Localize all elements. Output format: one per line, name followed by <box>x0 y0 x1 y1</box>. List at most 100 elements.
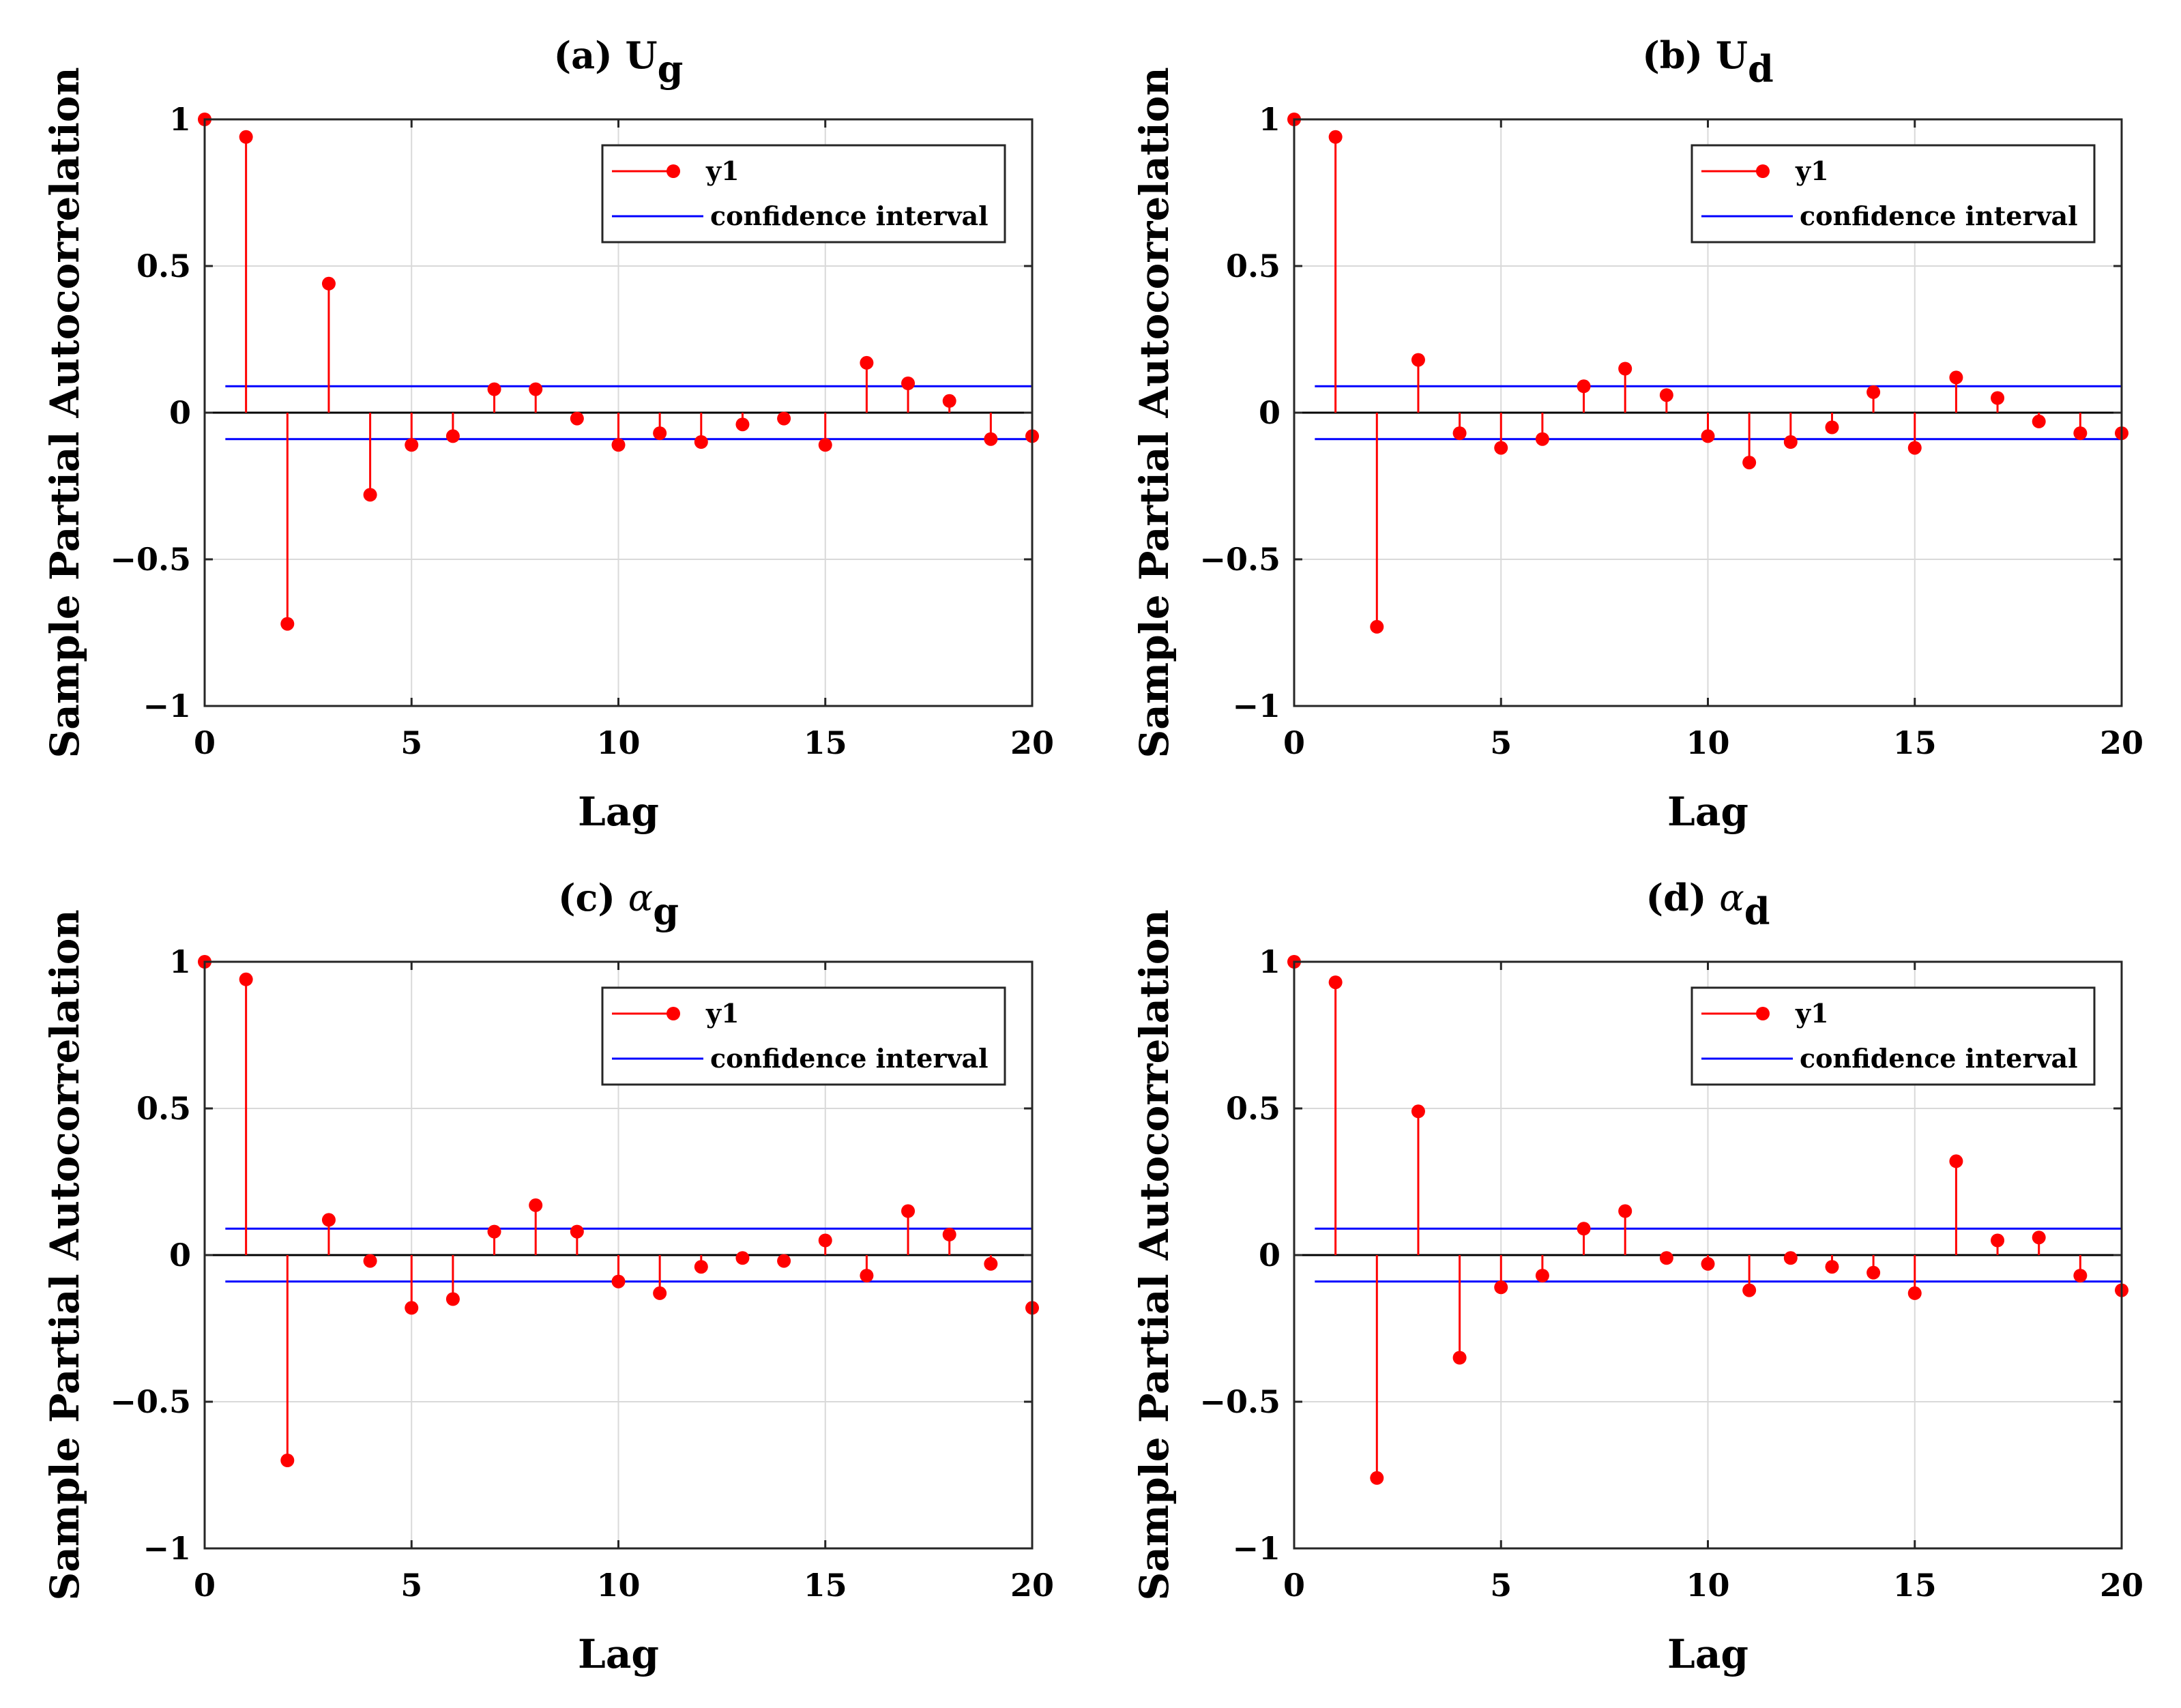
stem-marker <box>487 1224 501 1239</box>
y-tick-label: −1 <box>143 1530 191 1567</box>
stem-marker <box>1494 1280 1508 1295</box>
stem-marker <box>1370 1471 1384 1485</box>
y-axis-label: Sample Partial Autocorrelation <box>42 909 88 1600</box>
stem-marker <box>570 411 584 426</box>
x-tick-label: 10 <box>596 724 640 761</box>
x-tick-label: 0 <box>194 1567 216 1604</box>
stem-marker <box>321 1213 336 1227</box>
stem-marker <box>1825 420 1839 435</box>
stem-marker <box>239 130 253 144</box>
legend-box <box>601 144 1006 244</box>
stem-marker <box>1907 441 1922 455</box>
legend-entry-confidence: confidence interval <box>1800 1043 2078 1074</box>
y-tick-label: −0.5 <box>110 541 191 578</box>
panel-title-prefix: (c) <box>558 876 628 919</box>
x-tick-label: 0 <box>1283 1567 1305 1604</box>
stem-marker <box>1991 1233 2005 1248</box>
x-axis-label: Lag <box>578 1631 659 1677</box>
stem-marker <box>405 438 419 452</box>
legend-entry-confidence: confidence interval <box>1800 201 2078 231</box>
panel-title: (c) αg <box>558 876 679 933</box>
stem-marker <box>1618 1204 1633 1218</box>
stem-marker <box>1867 385 1881 399</box>
stem-marker <box>984 1256 998 1271</box>
stem-marker <box>445 1292 460 1306</box>
x-tick-label: 20 <box>2100 1567 2143 1604</box>
y-tick-label: −1 <box>143 688 191 724</box>
stem-marker <box>529 1198 543 1212</box>
stem-marker <box>1452 1351 1467 1365</box>
legend-stem-marker <box>667 164 680 178</box>
x-tick-label: 15 <box>804 724 847 761</box>
stem-marker <box>860 1269 874 1283</box>
stem-marker <box>529 382 543 396</box>
stem-marker <box>2032 1231 2046 1245</box>
legend-stem-marker <box>1756 164 1770 178</box>
stem-marker <box>653 1286 667 1300</box>
stem-marker <box>901 1204 916 1218</box>
stem-marker <box>1577 1222 1591 1236</box>
stem-marker <box>1742 456 1757 470</box>
legend: y1 confidence interval <box>601 144 1006 244</box>
panel-b: 0 5 10 15 20 1 0.5 0 −0.5 −1 Lag Sample Partial Aut… <box>1131 33 2143 835</box>
x-tick-label: 10 <box>596 1567 640 1604</box>
panel-title: (d) αd <box>1646 876 1770 933</box>
stem-marker <box>1577 379 1591 394</box>
panel-title-subscript: d <box>1748 47 1774 91</box>
y-tick-label: 0 <box>1259 394 1280 431</box>
stem-marker <box>2032 414 2046 428</box>
x-axis-label: Lag <box>1667 1631 1748 1677</box>
stem-marker <box>363 488 377 502</box>
legend-entry-y1: y1 <box>1795 998 1829 1029</box>
y-tick-label: 0 <box>169 1237 191 1273</box>
stem-marker <box>1991 391 2005 405</box>
stem-marker <box>1783 435 1798 449</box>
stem-marker <box>1867 1265 1881 1280</box>
stem-marker <box>1494 441 1508 455</box>
stem-marker <box>1452 426 1467 441</box>
stem-marker <box>1659 1251 1673 1265</box>
panel-title: (b) Ud <box>1642 33 1774 91</box>
legend: y1 confidence interval <box>601 986 1006 1086</box>
panel-title-subscript: g <box>658 47 684 91</box>
legend-entry-y1: y1 <box>705 998 740 1029</box>
x-tick-label: 0 <box>1283 724 1305 761</box>
stem-marker <box>611 1274 626 1289</box>
y-tick-label: 0 <box>169 394 191 431</box>
legend-box <box>601 986 1006 1086</box>
x-tick-label: 15 <box>1893 724 1937 761</box>
stem-marker <box>1370 619 1384 634</box>
x-tick-label: 15 <box>1893 1567 1937 1604</box>
y-tick-label: 0.5 <box>1226 1090 1280 1127</box>
x-tick-label: 20 <box>1010 1567 1054 1604</box>
y-axis-label: Sample Partial Autocorrelation <box>42 67 88 758</box>
stem-marker <box>1535 432 1549 446</box>
x-axis-label: Lag <box>578 789 659 835</box>
x-axis-label: Lag <box>1667 789 1748 835</box>
stem-marker <box>239 972 253 986</box>
stem-marker <box>694 1260 708 1274</box>
stem-marker <box>1701 429 1715 443</box>
panel-title-prefix: (b) <box>1642 33 1716 77</box>
x-tick-label: 5 <box>400 724 422 761</box>
stem-marker <box>363 1254 377 1268</box>
x-tick-label: 20 <box>2100 724 2143 761</box>
stem-marker <box>2073 426 2088 441</box>
stem-marker <box>735 1251 750 1265</box>
x-tick-label: 0 <box>194 724 216 761</box>
panel-a: 0 5 10 15 20 1 0.5 0 −0.5 −1 Lag Sample Partial Aut… <box>42 33 1054 835</box>
panel-title-subscript: g <box>653 889 679 933</box>
stem-marker <box>570 1224 584 1239</box>
stem-marker <box>1535 1269 1549 1283</box>
legend-stem-marker <box>667 1007 680 1020</box>
panel-title-symbol: α <box>628 877 653 919</box>
stem-marker <box>280 1454 295 1467</box>
stem-marker <box>1949 370 1963 385</box>
stem-marker <box>445 429 460 443</box>
y-axis-label: Sample Partial Autocorrelation <box>1131 67 1177 758</box>
stem-marker <box>1328 130 1343 144</box>
stem-marker <box>611 438 626 452</box>
y-tick-label: −1 <box>1232 1530 1280 1567</box>
panel-title-prefix: (d) <box>1646 876 1720 919</box>
